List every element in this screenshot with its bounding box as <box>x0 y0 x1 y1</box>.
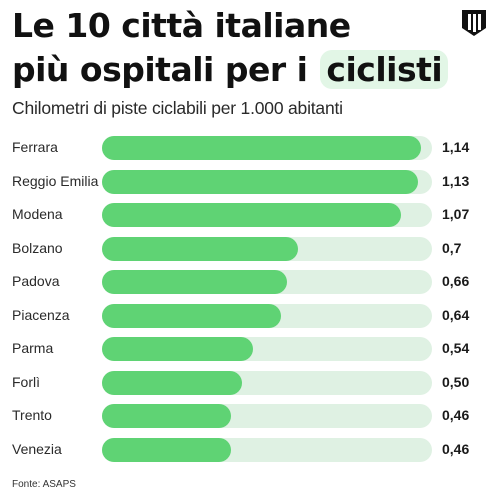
bar-track <box>102 370 432 395</box>
category-label: Forlì <box>12 373 40 390</box>
bar-track <box>102 303 432 328</box>
bar-track <box>102 404 432 428</box>
value-label: 0,46 <box>442 407 470 423</box>
bar-row: Modena 1,07 <box>0 200 500 230</box>
bar-row: Padova 0,66 <box>0 267 500 297</box>
bar <box>102 169 418 194</box>
title-line-2-prefix: più ospitali per i <box>12 50 308 89</box>
bar-row: Venezia 0,46 <box>0 435 500 465</box>
title-line-2: più ospitali per i ciclisti <box>12 48 449 92</box>
source-note: Fonte: ASAPS <box>12 479 76 490</box>
category-label: Modena <box>12 206 63 222</box>
value-label: 0,54 <box>442 340 470 356</box>
bar-track <box>102 437 432 462</box>
chart-subtitle: Chilometri di piste ciclabili per 1.000 … <box>12 98 343 118</box>
bar <box>102 370 242 395</box>
value-label: 0,50 <box>442 373 470 390</box>
category-label: Trento <box>12 407 52 423</box>
bar <box>102 437 231 462</box>
title-highlight: ciclisti <box>320 50 449 89</box>
category-label: Venezia <box>12 440 62 457</box>
bar-track <box>102 337 432 361</box>
bar-row: Bolzano 0,7 <box>0 234 500 264</box>
value-label: 1,13 <box>442 172 470 189</box>
value-label: 0,46 <box>442 440 470 457</box>
category-label: Reggio Emilia <box>12 172 99 189</box>
bar-track <box>102 136 432 160</box>
bar <box>102 136 421 160</box>
value-label: 1,14 <box>442 139 470 155</box>
value-label: 0,7 <box>442 239 462 256</box>
bar <box>102 404 231 428</box>
bar <box>102 236 298 261</box>
value-label: 0,64 <box>442 306 470 323</box>
bar-chart: Ferrara 1,14 Reggio Emilia 1,13 Modena 1,07 Bo… <box>0 132 500 468</box>
bar-row: Piacenza 0,64 <box>0 301 500 331</box>
bar-track <box>102 270 432 294</box>
value-label: 1,07 <box>442 206 470 222</box>
bar-track <box>102 236 432 261</box>
bar <box>102 270 287 294</box>
category-label: Bolzano <box>12 239 63 256</box>
bar-row: Ferrara 1,14 <box>0 133 500 163</box>
bar-row: Forlì 0,50 <box>0 368 500 398</box>
bar <box>102 337 253 361</box>
publisher-logo-icon <box>462 10 486 36</box>
chart-title: Le 10 città italiane più ospitali per i … <box>12 4 449 92</box>
bar-row: Reggio Emilia 1,13 <box>0 167 500 197</box>
bar-row: Parma 0,54 <box>0 334 500 364</box>
category-label: Ferrara <box>12 139 58 155</box>
bar <box>102 303 281 328</box>
bar-row: Trento 0,46 <box>0 401 500 431</box>
title-line-1: Le 10 città italiane <box>12 6 351 45</box>
bar <box>102 203 401 227</box>
category-label: Padova <box>12 273 60 289</box>
value-label: 0,66 <box>442 273 470 289</box>
category-label: Parma <box>12 340 54 356</box>
bar-track <box>102 203 432 227</box>
bar-track <box>102 169 432 194</box>
category-label: Piacenza <box>12 306 70 323</box>
